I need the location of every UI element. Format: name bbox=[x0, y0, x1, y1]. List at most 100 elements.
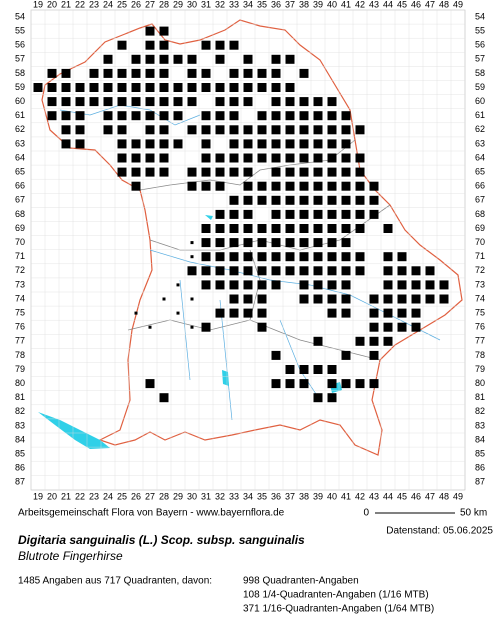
row-label: 77 bbox=[475, 336, 485, 346]
column-label: 22 bbox=[75, 0, 85, 9]
occurrence-square bbox=[61, 83, 71, 92]
occurrence-square bbox=[341, 280, 351, 290]
occurrence-square bbox=[145, 54, 155, 64]
occurrence-square bbox=[271, 379, 281, 389]
occurrence-square bbox=[229, 308, 239, 318]
row-label: 86 bbox=[15, 463, 25, 473]
occurrence-square bbox=[439, 294, 449, 304]
column-label: 30 bbox=[187, 0, 197, 9]
occurrence-square bbox=[243, 153, 253, 163]
occurrence-square bbox=[243, 97, 253, 107]
occurrence-square bbox=[257, 125, 267, 135]
column-label: 43 bbox=[369, 0, 379, 9]
occurrence-square bbox=[145, 167, 155, 177]
occurrence-square bbox=[313, 266, 323, 276]
occurrence-square bbox=[257, 224, 267, 233]
column-label: 34 bbox=[243, 491, 253, 501]
occurrence-square bbox=[103, 111, 113, 121]
row-label: 87 bbox=[475, 477, 485, 487]
occurrence-square bbox=[383, 252, 393, 262]
column-label: 28 bbox=[159, 491, 169, 501]
scale-start: 0 bbox=[363, 508, 369, 519]
column-label: 22 bbox=[75, 491, 85, 501]
column-label: 21 bbox=[61, 491, 71, 501]
occurrence-square bbox=[229, 195, 239, 205]
occurrence-square bbox=[187, 54, 197, 64]
occurrence-dot bbox=[190, 241, 194, 245]
occurrence-square bbox=[341, 195, 351, 205]
occurrence-square bbox=[285, 125, 295, 135]
occurrence-square bbox=[131, 139, 141, 149]
occurrence-square bbox=[229, 266, 239, 276]
occurrence-square bbox=[327, 153, 337, 163]
occurrence-square bbox=[257, 153, 267, 163]
occurrence-square bbox=[145, 139, 155, 149]
occurrence-square bbox=[341, 238, 351, 248]
occurrence-square bbox=[257, 111, 267, 121]
row-label: 87 bbox=[15, 477, 25, 487]
occurrence-square bbox=[369, 336, 379, 346]
occurrence-square bbox=[145, 125, 155, 135]
occurrence-square bbox=[341, 111, 351, 121]
column-label: 27 bbox=[145, 0, 155, 9]
occurrence-dot bbox=[190, 297, 194, 301]
occurrence-square bbox=[271, 83, 281, 92]
occurrence-square bbox=[229, 224, 239, 233]
occurrence-square bbox=[383, 322, 393, 332]
row-label: 74 bbox=[475, 293, 485, 303]
column-label: 31 bbox=[201, 0, 211, 9]
occurrence-square bbox=[355, 209, 365, 219]
column-label: 48 bbox=[439, 491, 449, 501]
occurrence-square bbox=[313, 294, 323, 304]
occurrence-square bbox=[327, 181, 337, 191]
occurrence-square bbox=[257, 322, 267, 332]
occurrence-square bbox=[201, 252, 211, 262]
row-label: 65 bbox=[15, 166, 25, 176]
occurrence-square bbox=[243, 68, 253, 78]
occurrence-square bbox=[117, 153, 127, 163]
occurrence-square bbox=[341, 350, 351, 360]
occurrence-square bbox=[257, 238, 267, 248]
row-label: 63 bbox=[475, 138, 485, 148]
occurrence-square bbox=[299, 139, 309, 149]
occurrence-square bbox=[229, 280, 239, 290]
occurrence-square bbox=[313, 224, 323, 233]
row-label: 65 bbox=[475, 166, 485, 176]
column-label: 41 bbox=[341, 491, 351, 501]
occurrence-dot bbox=[190, 255, 194, 259]
occurrence-square bbox=[425, 294, 435, 304]
column-label: 44 bbox=[383, 0, 393, 9]
row-label: 56 bbox=[15, 40, 25, 50]
occurrence-square bbox=[313, 238, 323, 248]
column-label: 34 bbox=[243, 0, 253, 9]
occurrence-square bbox=[327, 379, 337, 389]
occurrence-square bbox=[243, 252, 253, 262]
occurrence-square bbox=[243, 181, 253, 191]
occurrence-square bbox=[313, 252, 323, 262]
occurrence-square bbox=[145, 153, 155, 163]
occurrence-square bbox=[187, 68, 197, 78]
row-label: 84 bbox=[475, 434, 485, 444]
column-label: 33 bbox=[229, 0, 239, 9]
occurrence-square bbox=[341, 181, 351, 191]
column-label: 19 bbox=[33, 491, 43, 501]
occurrence-square bbox=[103, 97, 113, 107]
occurrence-square bbox=[327, 280, 337, 290]
row-label: 86 bbox=[475, 463, 485, 473]
occurrence-square bbox=[327, 308, 337, 318]
occurrence-square bbox=[117, 125, 127, 135]
row-label: 69 bbox=[15, 223, 25, 233]
occurrence-square bbox=[215, 181, 225, 191]
column-label: 36 bbox=[271, 491, 281, 501]
column-label: 32 bbox=[215, 491, 225, 501]
row-label: 78 bbox=[15, 350, 25, 360]
column-label: 49 bbox=[453, 0, 463, 9]
occurrence-square bbox=[89, 68, 99, 78]
occurrence-square bbox=[257, 83, 267, 92]
row-label: 67 bbox=[475, 195, 485, 205]
subtitle: Blutrote Fingerhirse bbox=[18, 549, 123, 563]
occurrence-square bbox=[229, 111, 239, 121]
column-label: 49 bbox=[453, 491, 463, 501]
column-label: 20 bbox=[47, 0, 57, 9]
